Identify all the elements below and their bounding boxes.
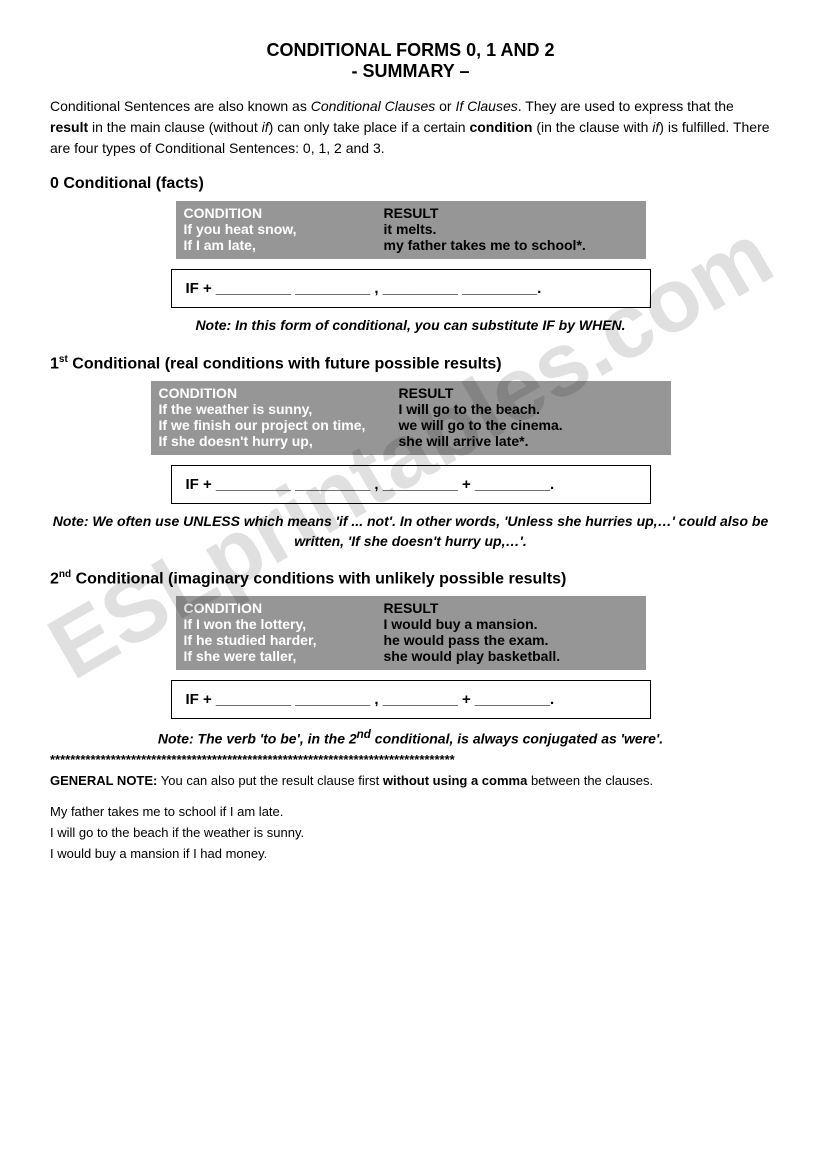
intro-text: in the main clause (without [88, 119, 262, 135]
table-header-result: RESULT [384, 600, 638, 616]
heading-text: 1 [50, 355, 59, 372]
page-subtitle: - SUMMARY – [50, 61, 771, 82]
section-heading-first: 1st Conditional (real conditions with fu… [50, 354, 771, 373]
intro-text: (in the clause with [532, 119, 652, 135]
intro-italic: if [262, 119, 269, 135]
table-cell: she would play basketball. [384, 648, 638, 664]
general-text: between the clauses. [527, 773, 653, 788]
note-text: conditional, is always conjugated as 'we… [371, 731, 663, 747]
note-text: Note: The verb 'to be', in the 2 [158, 731, 357, 747]
table-cell: it melts. [384, 221, 638, 237]
table-cell: she will arrive late*. [399, 433, 663, 449]
note-first: Note: We often use UNLESS which means 'i… [50, 512, 771, 551]
heading-sup: nd [59, 569, 71, 580]
note-zero: Note: In this form of conditional, you c… [50, 316, 771, 336]
general-note: GENERAL NOTE: You can also put the resul… [50, 771, 771, 791]
intro-italic: If Clauses [455, 98, 517, 114]
general-label: GENERAL NOTE: [50, 773, 157, 788]
table-header-result: RESULT [384, 205, 638, 221]
heading-text: Conditional (real conditions with future… [68, 355, 502, 372]
intro-bold: condition [469, 119, 532, 135]
page-title: CONDITIONAL FORMS 0, 1 AND 2 [50, 40, 771, 61]
general-bold: without using a comma [383, 773, 527, 788]
table-header-condition: CONDITION [159, 385, 399, 401]
table-cell: I would buy a mansion. [384, 616, 638, 632]
note-sup: nd [357, 728, 371, 741]
intro-bold: result [50, 119, 88, 135]
example-table-second: CONDITION RESULT If I won the lottery,I … [176, 596, 646, 670]
table-cell: If we finish our project on time, [159, 417, 399, 433]
table-cell: If she doesn't hurry up, [159, 433, 399, 449]
general-text: You can also put the result clause first [157, 773, 382, 788]
table-cell: he would pass the exam. [384, 632, 638, 648]
intro-paragraph: Conditional Sentences are also known as … [50, 96, 771, 159]
table-cell: If I won the lottery, [184, 616, 384, 632]
table-cell: my father takes me to school*. [384, 237, 638, 253]
example-table-zero: CONDITION RESULT If you heat snow,it mel… [176, 201, 646, 259]
table-cell: If you heat snow, [184, 221, 384, 237]
table-cell: I will go to the beach. [399, 401, 663, 417]
intro-text: Conditional Sentences are also known as [50, 98, 311, 114]
example-line: I will go to the beach if the weather is… [50, 823, 771, 844]
table-cell: we will go to the cinema. [399, 417, 663, 433]
table-cell: If I am late, [184, 237, 384, 253]
example-line: I would buy a mansion if I had money. [50, 844, 771, 865]
intro-text: or [435, 98, 455, 114]
table-header-condition: CONDITION [184, 600, 384, 616]
example-line: My father takes me to school if I am lat… [50, 802, 771, 823]
table-cell: If she were taller, [184, 648, 384, 664]
formula-box-second: IF + _________ _________ , _________ + _… [171, 680, 651, 719]
formula-box-zero: IF + _________ _________ , _________ ___… [171, 269, 651, 308]
intro-text: . They are used to express that the [518, 98, 734, 114]
heading-sup: st [59, 354, 68, 365]
section-heading-zero: 0 Conditional (facts) [50, 175, 771, 193]
heading-text: Conditional (imaginary conditions with u… [71, 570, 566, 587]
table-cell: If he studied harder, [184, 632, 384, 648]
section-heading-second: 2nd Conditional (imaginary conditions wi… [50, 569, 771, 588]
intro-italic: Conditional Clauses [311, 98, 436, 114]
intro-text: ) can only take place if a certain [269, 119, 470, 135]
table-header-condition: CONDITION [184, 205, 384, 221]
final-examples: My father takes me to school if I am lat… [50, 802, 771, 864]
heading-text: 2 [50, 570, 59, 587]
example-table-first: CONDITION RESULT If the weather is sunny… [151, 381, 671, 455]
note-second: Note: The verb 'to be', in the 2nd condi… [50, 727, 771, 749]
separator-stars: ****************************************… [50, 752, 771, 767]
table-cell: If the weather is sunny, [159, 401, 399, 417]
formula-box-first: IF + _________ _________ , _________ + _… [171, 465, 651, 504]
table-header-result: RESULT [399, 385, 663, 401]
